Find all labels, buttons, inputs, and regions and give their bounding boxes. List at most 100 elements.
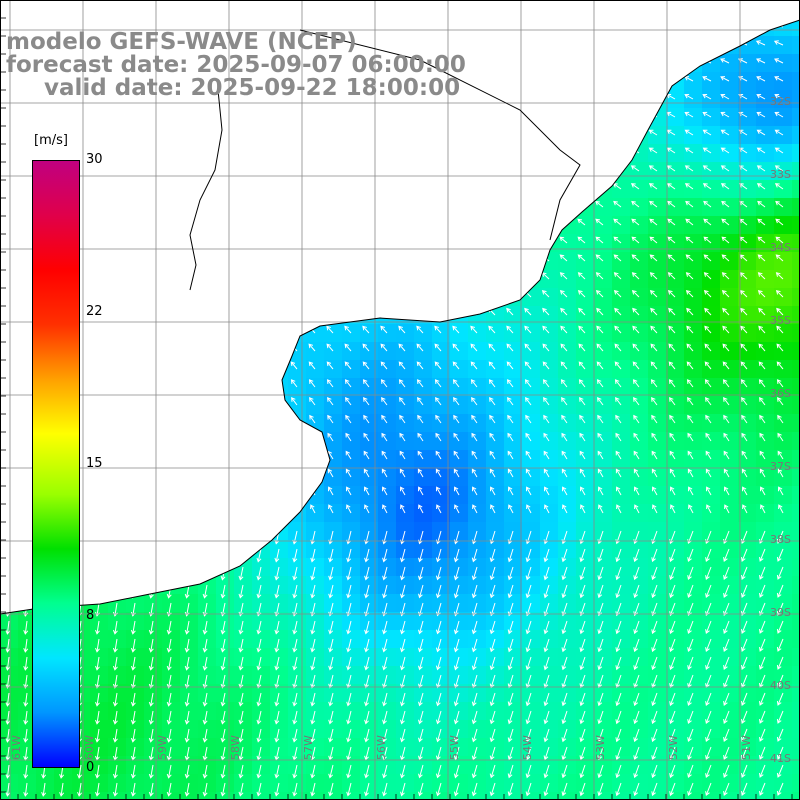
wind-arrow [435, 414, 442, 424]
wind-arrow [5, 548, 11, 563]
wind-cell [648, 792, 666, 800]
wind-arrow [669, 710, 676, 725]
wind-arrow [705, 468, 712, 478]
wind-arrow [633, 656, 640, 671]
wind-arrow [396, 183, 406, 190]
wind-arrow [162, 183, 172, 190]
wind-arrow [435, 468, 442, 478]
wind-cell [288, 450, 306, 468]
wind-arrow [578, 379, 586, 388]
wind-arrow [3, 450, 10, 460]
wind-arrow [128, 325, 136, 334]
wind-arrow [594, 129, 604, 136]
wind-arrow [651, 638, 658, 653]
wind-arrow [164, 343, 172, 352]
wind-arrow [362, 307, 370, 316]
wind-arrow [180, 111, 190, 118]
wind-arrow [471, 764, 478, 779]
wind-arrow [507, 450, 514, 460]
wind-arrow [143, 4, 154, 10]
wind-arrow [615, 584, 622, 599]
wind-cell [270, 324, 288, 342]
wind-arrow [23, 710, 29, 725]
wind-arrow [683, 40, 694, 46]
wind-arrow [180, 183, 190, 190]
wind-arrow [543, 620, 550, 635]
wind-cell [90, 792, 108, 800]
wind-cell [144, 270, 162, 288]
wind-arrow [435, 728, 442, 743]
wind-cell [522, 36, 540, 54]
wind-arrow [343, 200, 352, 208]
wind-cell [342, 288, 360, 306]
wind-arrow [705, 764, 712, 778]
wind-cell [792, 162, 800, 180]
wind-arrow [648, 76, 658, 82]
wind-arrow [633, 548, 640, 563]
wind-arrow [91, 200, 100, 208]
wind-arrow [271, 200, 280, 208]
wind-cell [486, 90, 504, 108]
wind-cell [792, 36, 800, 54]
wind-arrow [215, 22, 226, 28]
wind-arrow [400, 486, 406, 496]
wind-arrow [130, 782, 136, 797]
wind-cell [792, 738, 800, 756]
wind-arrow [649, 272, 658, 280]
wind-arrow [525, 764, 532, 779]
wind-cell [144, 414, 162, 432]
wind-arrow [181, 236, 190, 244]
wind-arrow [251, 22, 262, 28]
wind-arrow [220, 530, 226, 545]
wind-arrow [400, 638, 406, 653]
wind-arrow [130, 764, 136, 779]
wind-arrow [256, 710, 262, 725]
wind-cell [450, 306, 468, 324]
wind-arrow [220, 638, 226, 653]
wind-arrow [179, 22, 190, 28]
wind-arrow [652, 504, 658, 514]
wind-cell [576, 126, 594, 144]
wind-arrow [233, 4, 244, 10]
wind-arrow [380, 379, 388, 388]
wind-arrow [95, 782, 100, 797]
wind-arrow [526, 486, 532, 496]
wind-arrow [523, 272, 532, 280]
wind-arrow [287, 4, 298, 10]
wind-arrow [561, 414, 568, 424]
wind-cell [450, 270, 468, 288]
wind-arrow [740, 325, 748, 334]
wind-arrow [218, 307, 226, 316]
wind-arrow [344, 307, 352, 316]
wind-arrow [615, 432, 622, 442]
wind-arrow [95, 530, 100, 545]
wind-arrow [505, 200, 514, 208]
wind-arrow [290, 307, 298, 316]
wind-arrow [291, 414, 298, 424]
wind-arrow [236, 379, 244, 388]
wind-arrow [270, 111, 280, 118]
wind-cell [144, 126, 162, 144]
wind-arrow [471, 566, 478, 581]
wind-cell [468, 126, 486, 144]
wind-arrow [341, 22, 352, 28]
wind-cell [198, 252, 216, 270]
wind-arrow [631, 254, 640, 262]
wind-cell [0, 288, 18, 306]
wind-arrow [633, 566, 640, 581]
wind-arrow [723, 710, 730, 725]
wind-arrow [596, 361, 604, 370]
wind-cell [252, 108, 270, 126]
wind-arrow [755, 22, 766, 28]
wind-arrow [382, 486, 388, 496]
wind-cell [450, 792, 468, 800]
wind-arrow [145, 218, 154, 226]
wind-arrow [741, 414, 748, 424]
wind-arrow [200, 307, 208, 316]
wind-arrow [148, 530, 154, 545]
wind-arrow [413, 40, 424, 46]
wind-arrow [417, 432, 424, 442]
wind-arrow [721, 272, 730, 280]
wind-arrow [145, 236, 154, 244]
wind-arrow [292, 584, 298, 599]
